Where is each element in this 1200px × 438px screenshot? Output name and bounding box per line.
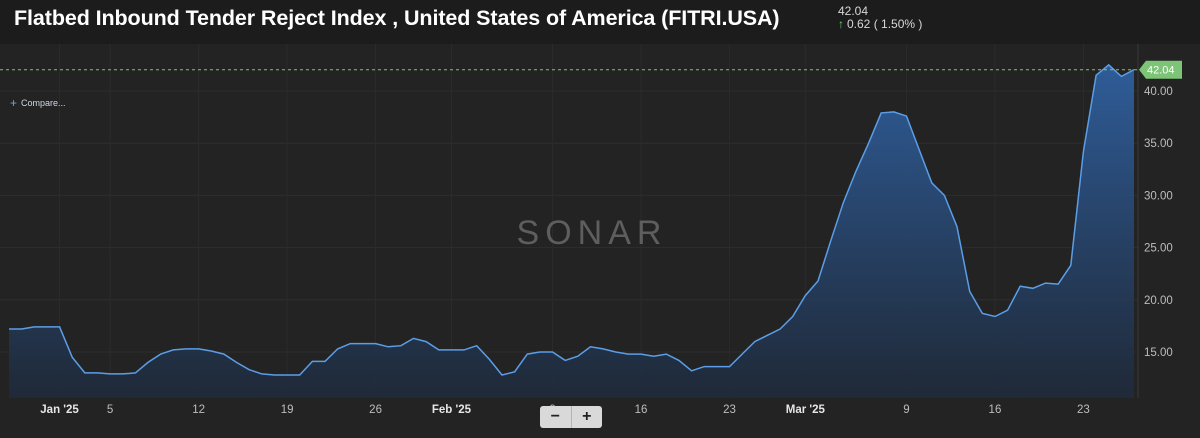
chart[interactable]: SONAR 42.04 15.00 20.00 25.00 30.00 35.00 40.…: [0, 44, 1200, 438]
x-tick-label: 23: [1077, 404, 1090, 416]
plus-icon: +: [10, 96, 18, 110]
x-tick-label: 16: [989, 404, 1002, 416]
quote-change-text: 0.62 ( 1.50% ): [847, 17, 923, 31]
x-tick-label: Mar '25: [786, 404, 826, 416]
compare-label: Compare...: [21, 98, 66, 108]
quote-change: ↑ 0.62 ( 1.50% ): [838, 17, 922, 31]
last-price-tag: 42.04: [1139, 60, 1182, 79]
y-tick-label: 25.00: [1144, 243, 1173, 255]
page-title: Flatbed Inbound Tender Reject Index , Un…: [14, 6, 780, 30]
series-area: [9, 64, 1134, 399]
x-tick-label: 26: [369, 404, 382, 416]
last-price-label: 42.04: [1147, 65, 1175, 77]
x-tick-label: 12: [192, 404, 205, 416]
arrow-up-icon: ↑: [838, 17, 844, 31]
x-tick-label: 5: [107, 404, 113, 416]
chart-panel[interactable]: SONAR 42.04 15.00 20.00 25.00 30.00 35.00 40.…: [0, 44, 1200, 438]
series-line: [9, 63, 1135, 376]
y-axis: 15.00 20.00 25.00 30.00 35.00 40.00: [1144, 86, 1173, 359]
grid-lines: [0, 44, 1139, 398]
zoom-out-button[interactable]: −: [540, 406, 572, 428]
y-tick-label: 15.00: [1144, 347, 1173, 359]
y-tick-label: 40.00: [1144, 86, 1173, 98]
x-tick-label: 16: [635, 404, 648, 416]
quote-value: 42.04: [838, 4, 869, 18]
x-tick-label: 9: [903, 404, 909, 416]
chart-header: Flatbed Inbound Tender Reject Index , Un…: [0, 0, 1200, 40]
x-tick-label: 23: [723, 404, 736, 416]
y-tick-label: 30.00: [1144, 190, 1173, 202]
watermark: SONAR: [517, 214, 668, 252]
compare-button[interactable]: + Compare...: [10, 96, 66, 110]
x-tick-label: Feb '25: [432, 404, 472, 416]
zoom-controls: − +: [540, 406, 602, 428]
y-tick-label: 20.00: [1144, 295, 1173, 307]
y-tick-label: 35.00: [1144, 138, 1173, 150]
zoom-in-button[interactable]: +: [582, 408, 592, 425]
x-tick-label: 19: [281, 404, 294, 416]
x-tick-label: Jan '25: [40, 404, 79, 416]
